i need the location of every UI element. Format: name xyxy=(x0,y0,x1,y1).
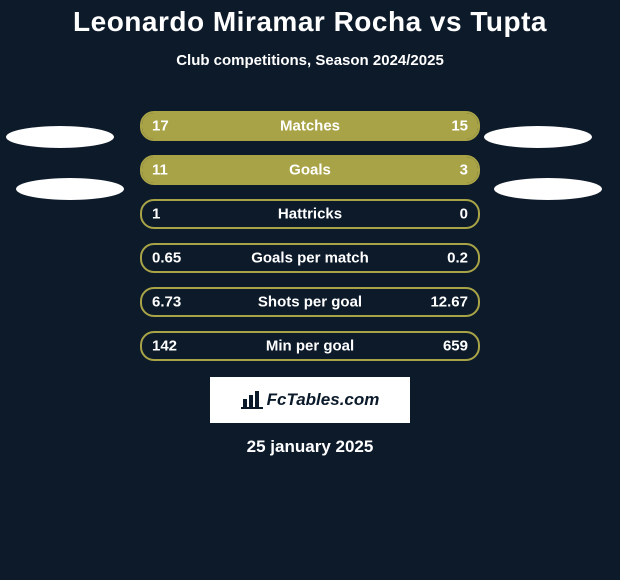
stat-value-left: 0.65 xyxy=(152,250,181,267)
stats-list: 17 Matches 15 11 Goals 3 1 Hattricks 0 0.65 Goals … xyxy=(140,111,480,361)
date-label: 25 january 2025 xyxy=(0,437,620,457)
chart-icon xyxy=(241,391,263,409)
stat-label: Hattricks xyxy=(278,206,342,223)
page-title: Leonardo Miramar Rocha vs Tupta xyxy=(0,0,620,38)
stat-value-left: 6.73 xyxy=(152,294,181,311)
stat-value-left: 1 xyxy=(152,206,160,223)
subtitle: Club competitions, Season 2024/2025 xyxy=(0,52,620,69)
stat-value-left: 11 xyxy=(152,162,168,179)
stat-row: 142 Min per goal 659 xyxy=(140,331,480,361)
stat-row: 11 Goals 3 xyxy=(140,155,480,185)
stat-label: Goals per match xyxy=(251,250,369,267)
fctables-logo: FcTables.com xyxy=(210,377,410,423)
stat-label: Shots per goal xyxy=(258,294,362,311)
indicator-pill xyxy=(484,126,592,148)
stat-label: Matches xyxy=(280,118,340,135)
stat-label: Min per goal xyxy=(266,338,354,355)
stat-value-left: 142 xyxy=(152,338,177,355)
stat-value-right: 3 xyxy=(460,162,468,179)
indicator-pill xyxy=(16,178,124,200)
stat-value-right: 659 xyxy=(443,338,468,355)
stat-row: 1 Hattricks 0 xyxy=(140,199,480,229)
logo-text: FcTables.com xyxy=(267,390,380,410)
indicator-pill xyxy=(6,126,114,148)
stat-value-right: 0.2 xyxy=(447,250,468,267)
stat-row: 6.73 Shots per goal 12.67 xyxy=(140,287,480,317)
stat-value-right: 15 xyxy=(451,118,468,135)
stat-row: 17 Matches 15 xyxy=(140,111,480,141)
indicator-pill xyxy=(494,178,602,200)
stat-row: 0.65 Goals per match 0.2 xyxy=(140,243,480,273)
stat-value-right: 0 xyxy=(460,206,468,223)
stat-value-right: 12.67 xyxy=(430,294,468,311)
stat-label: Goals xyxy=(289,162,331,179)
stat-value-left: 17 xyxy=(152,118,169,135)
